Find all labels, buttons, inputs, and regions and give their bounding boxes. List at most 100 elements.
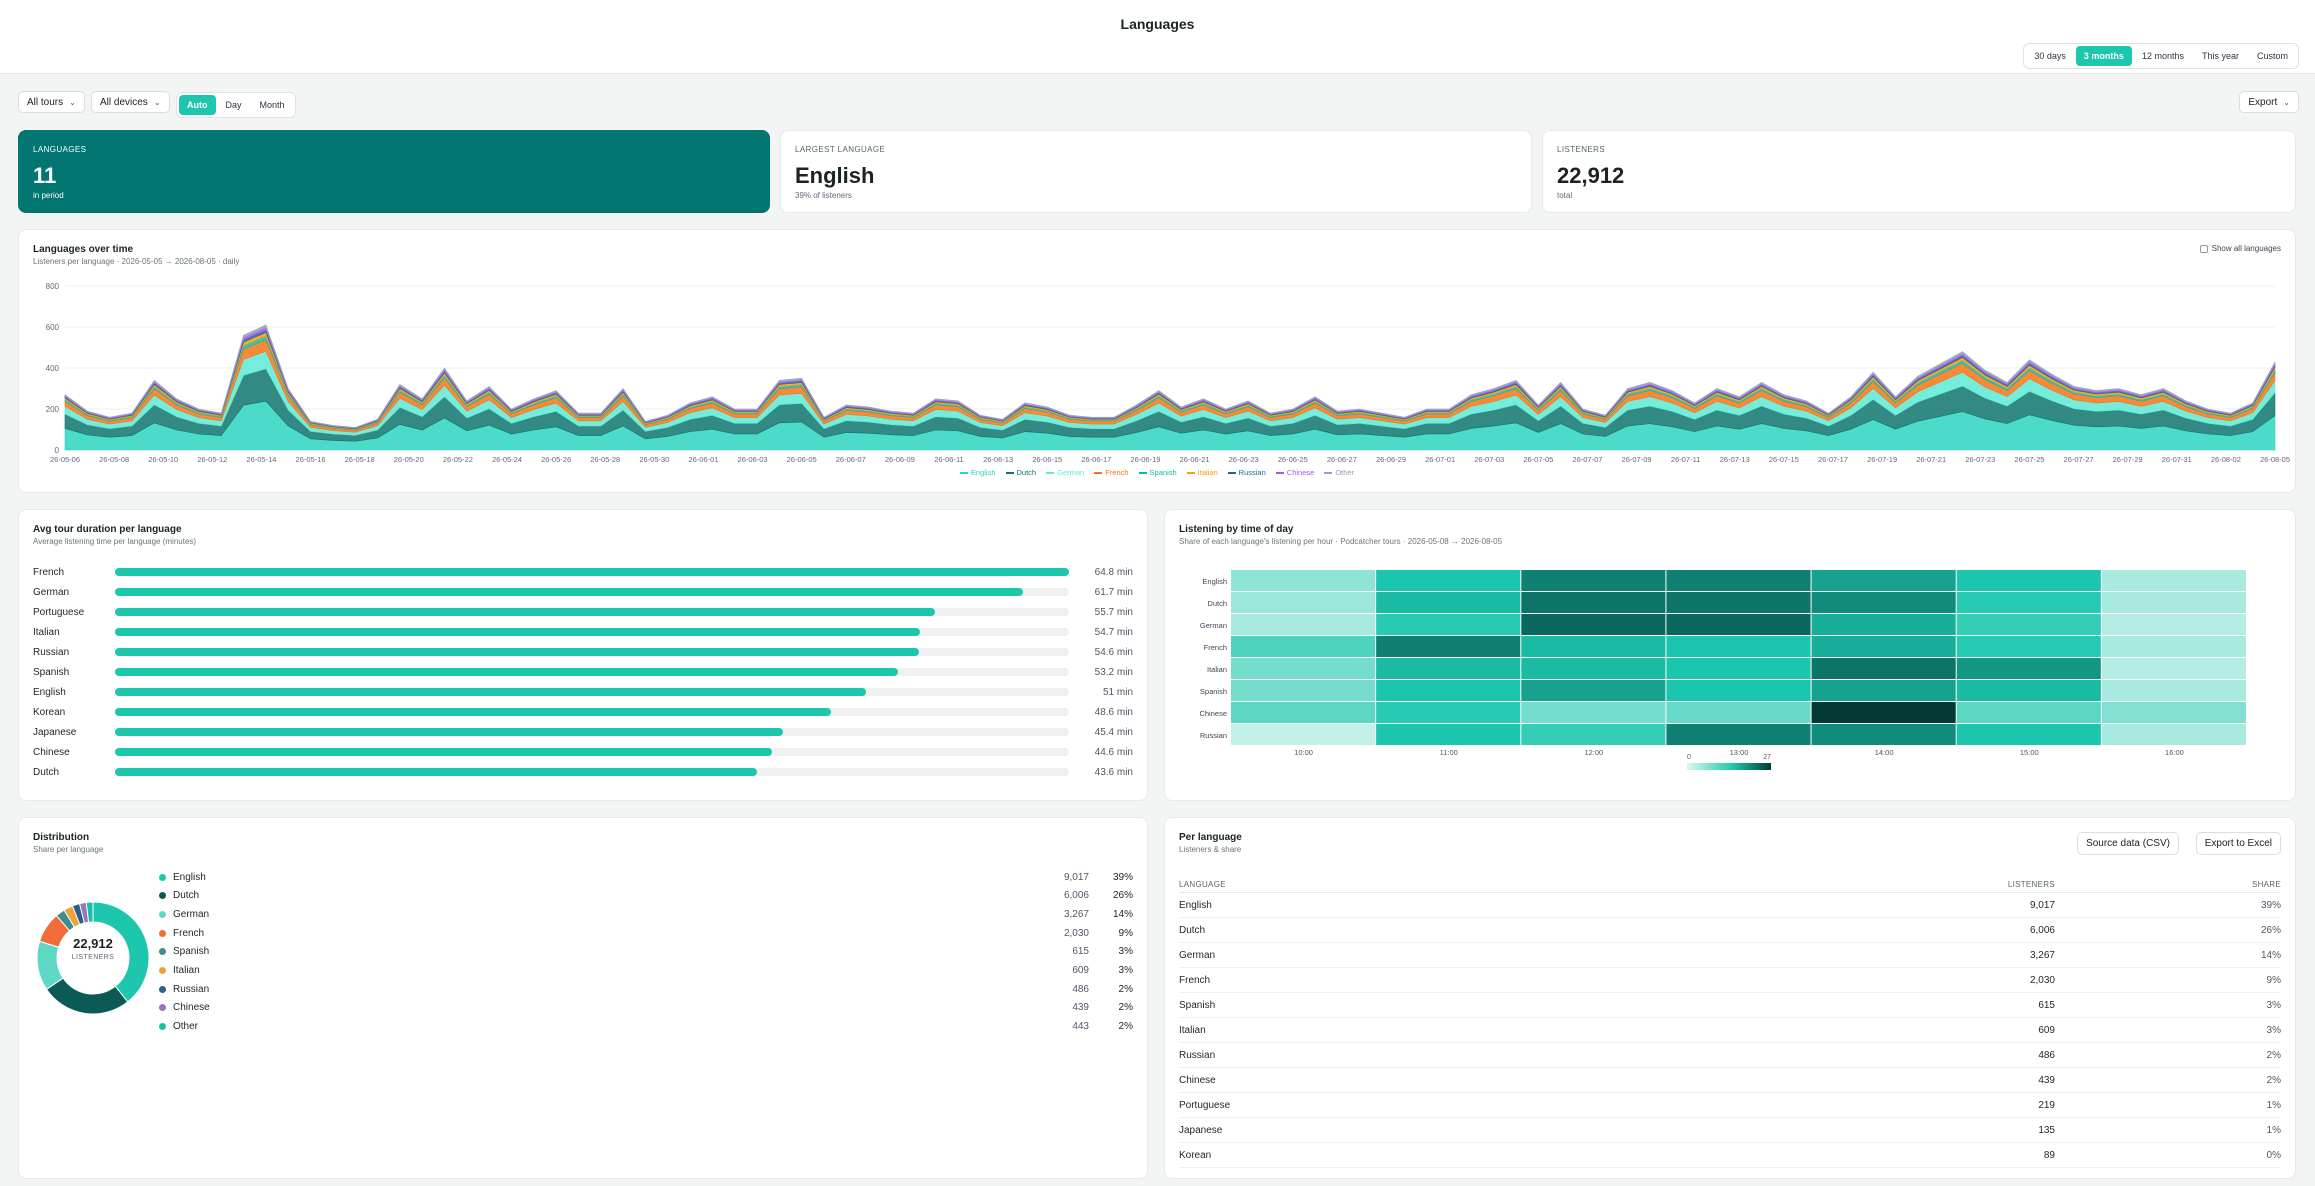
- bar-track: [115, 648, 1069, 656]
- heatmap-cell: [2101, 614, 2246, 635]
- kpi-sub: in period: [33, 191, 64, 200]
- bar-label: Korean: [33, 706, 66, 718]
- distribution-count: 609: [1072, 965, 1089, 976]
- x-tick-label: 26-05-06: [50, 455, 80, 464]
- heatmap-cell: [1521, 614, 1666, 635]
- bar-value: 51 min: [1102, 686, 1133, 698]
- table-cell: 439: [2038, 1074, 2055, 1086]
- distribution-name: Spanish: [173, 946, 210, 958]
- heatmap-cell: [1666, 636, 1811, 657]
- heatmap-cell: [1231, 702, 1376, 723]
- legend-swatch: [1275, 471, 1284, 474]
- heatmap-col-label: 16:00: [2165, 748, 2184, 757]
- bar-label: French: [33, 566, 65, 578]
- export-dropdown[interactable]: Export ⌄: [2239, 91, 2299, 113]
- heatmap-cell: [1666, 658, 1811, 679]
- table-header: LANGUAGE LISTENERS SHARE: [1179, 876, 2281, 893]
- distribution-name: Chinese: [173, 1002, 210, 1014]
- distribution-row: Dutch 6,006 26%: [159, 887, 1133, 905]
- range-option-12-months[interactable]: 12 months: [2141, 51, 2184, 61]
- heatmap-row-label: French: [1203, 643, 1227, 652]
- table-cell: Chinese: [1179, 1074, 1216, 1086]
- table-cell: 3,267: [2029, 949, 2055, 961]
- heatmap-cell: [1521, 680, 1666, 701]
- bar-japanese: [115, 728, 784, 736]
- x-tick-label: 26-07-07: [1572, 455, 1602, 464]
- bar-label: German: [33, 586, 70, 598]
- x-tick-label: 26-05-10: [148, 455, 178, 464]
- table-cell: 2%: [2266, 1074, 2281, 1086]
- table-cell: 2%: [2266, 1049, 2281, 1061]
- heatmap-row-label: Spanish: [1199, 687, 1227, 696]
- x-tick-label: 26-05-28: [590, 455, 620, 464]
- kpi-card-listeners: LISTENERS 22,912 total: [1542, 130, 2296, 213]
- bar-row: Portuguese 55.7 min: [33, 602, 1133, 622]
- column-header: LISTENERS: [2007, 879, 2055, 889]
- source-data-csv-button[interactable]: Source data (CSV): [2077, 832, 2179, 855]
- show-all-languages-checkbox[interactable]: Show all languages: [2199, 244, 2281, 253]
- x-tick-label: 26-06-03: [738, 455, 768, 464]
- x-tick-label: 26-07-31: [2162, 455, 2192, 464]
- legend-item-english: English: [959, 468, 996, 477]
- bar-english: [115, 688, 866, 696]
- granularity-option-day[interactable]: Day: [225, 100, 242, 110]
- duration-bar-chart: French 64.8 min German 61.7 min Portuguese 55…: [33, 562, 1133, 782]
- donut-slice-dutch: [45, 977, 129, 1015]
- table-cell: English: [1179, 899, 1212, 911]
- card-title: Listening by time of day: [1179, 524, 1294, 535]
- distribution-share: 3%: [1118, 965, 1133, 976]
- heatmap-cell: [1666, 702, 1811, 723]
- x-tick-label: 26-07-09: [1622, 455, 1652, 464]
- x-tick-label: 26-05-30: [639, 455, 669, 464]
- distribution-count: 615: [1072, 946, 1089, 958]
- heatmap-cell: [1521, 636, 1666, 657]
- heatmap-cell: [1521, 592, 1666, 613]
- card-title: Distribution: [33, 832, 90, 843]
- table-cell: 9%: [2266, 974, 2281, 986]
- granularity-option-month[interactable]: Month: [259, 100, 285, 110]
- heatmap-row-label: Russian: [1199, 731, 1227, 740]
- bar-value: 55.7 min: [1094, 606, 1133, 618]
- heatmap-col-label: 10:00: [1294, 748, 1313, 757]
- x-tick-label: 26-05-18: [345, 455, 375, 464]
- heatmap-svg: 0 27: [1231, 570, 2246, 770]
- card-subtitle: Share per language: [33, 845, 104, 854]
- devices-filter-dropdown[interactable]: All devices ⌄: [91, 91, 170, 113]
- legend-label: Other: [1335, 468, 1355, 477]
- heatmap-cell: [1231, 592, 1376, 613]
- range-option-3-months[interactable]: 3 months: [2075, 46, 2132, 66]
- legend-item-spanish: Spanish: [1138, 468, 1177, 477]
- heatmap-col-label: 13:00: [1729, 748, 1749, 757]
- bar-row: Korean 48.6 min: [33, 702, 1133, 722]
- x-tick-label: 26-06-17: [1081, 455, 1111, 464]
- bar-value: 54.7 min: [1094, 626, 1133, 638]
- range-option-this-year[interactable]: This year: [2201, 51, 2239, 61]
- heatmap-cell: [1811, 636, 1956, 657]
- tours-filter-dropdown[interactable]: All tours ⌄: [18, 91, 85, 113]
- x-tick-label: 26-06-13: [983, 455, 1013, 464]
- export-to-excel-button[interactable]: Export to Excel: [2195, 832, 2281, 855]
- table-row: Italian 609 3%: [1179, 1018, 2281, 1043]
- table-cell: 135: [2038, 1124, 2055, 1136]
- x-tick-label: 26-07-01: [1425, 455, 1455, 464]
- area-chart: 0 200 400 600 800 26-05-06 26-05-08 26-05-10 26-…: [46, 282, 2290, 464]
- languages-over-time-card: Languages over time Listeners per langua…: [18, 229, 2296, 493]
- legend-dot: [159, 1023, 166, 1031]
- per-language-table: LANGUAGE LISTENERS SHARE English 9,017 39% Dut…: [1179, 876, 2281, 1168]
- x-tick-label: 26-05-14: [246, 455, 276, 464]
- page-title: Languages: [1120, 16, 1195, 32]
- range-option-30-days[interactable]: 30 days: [2034, 51, 2066, 61]
- checkbox-icon[interactable]: [2199, 244, 2208, 253]
- distribution-row: Russian 486 2%: [159, 980, 1133, 998]
- granularity-option-auto[interactable]: Auto: [179, 95, 216, 115]
- heatmap-cell: [1521, 724, 1666, 745]
- bar-label: Italian: [33, 626, 60, 638]
- legend-dot: [159, 873, 166, 881]
- legend-dot: [159, 1004, 166, 1012]
- heatmap-row-label: Chinese: [1199, 709, 1227, 718]
- heatmap-cell: [1231, 570, 1376, 591]
- heatmap-col-label: 15:00: [2019, 748, 2039, 757]
- legend-dot: [159, 967, 166, 974]
- range-option-custom[interactable]: Custom: [2256, 51, 2288, 61]
- table-cell: 609: [2038, 1024, 2055, 1036]
